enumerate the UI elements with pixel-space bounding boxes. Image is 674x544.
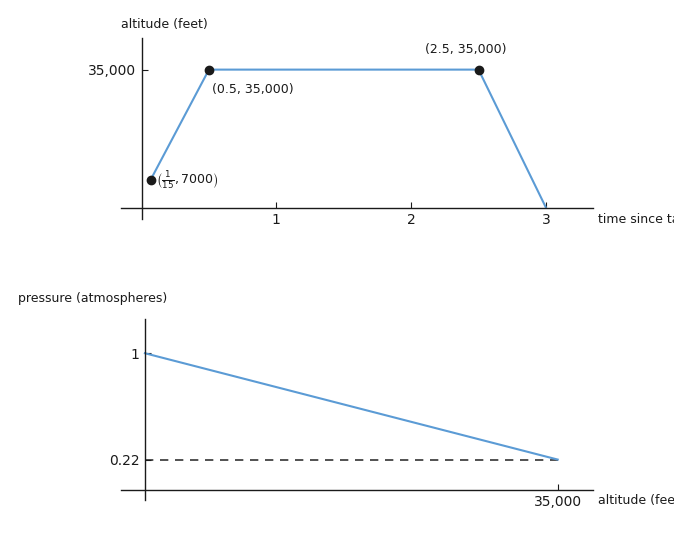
Text: $\left(\frac{1}{15}, 7000\right)$: $\left(\frac{1}{15}, 7000\right)$: [156, 169, 219, 191]
Text: altitude (feet): altitude (feet): [598, 494, 674, 507]
Text: pressure (atmospheres): pressure (atmospheres): [18, 292, 166, 305]
Text: altitude (feet): altitude (feet): [121, 18, 208, 31]
Text: (2.5, 35,000): (2.5, 35,000): [425, 43, 506, 56]
Text: (0.5, 35,000): (0.5, 35,000): [212, 83, 293, 96]
Text: time since take off (hours): time since take off (hours): [598, 213, 674, 226]
